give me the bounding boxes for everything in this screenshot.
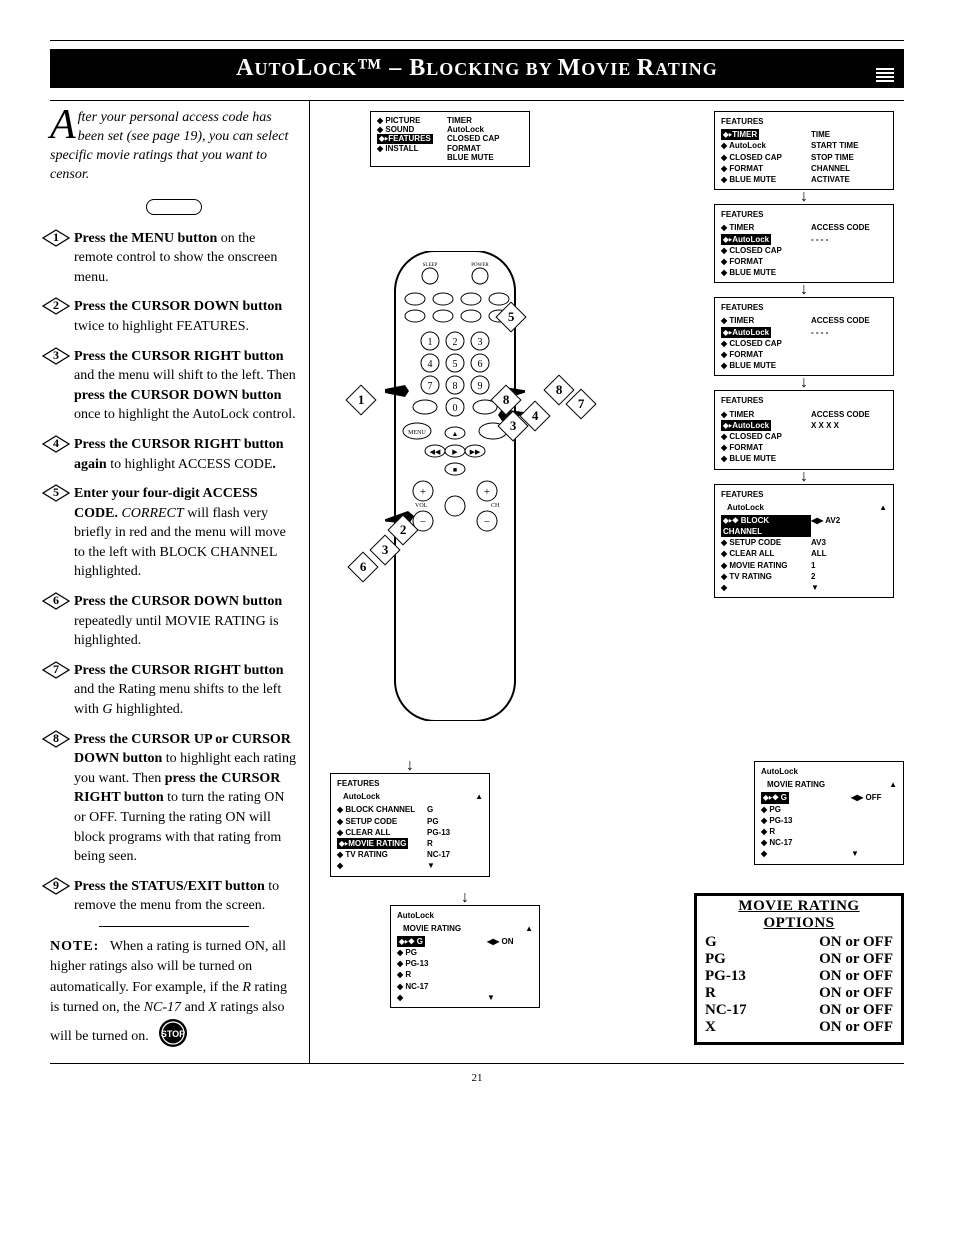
svg-text:+: + (420, 486, 426, 498)
svg-text:8: 8 (453, 381, 458, 392)
callout-6: 6 (347, 551, 378, 582)
menu-screen-main: ◆ PICTURETIMER◆ SOUNDAutoLock⬥▸FEATURESC… (370, 111, 530, 167)
svg-text:5: 5 (453, 359, 458, 370)
step-5: 5Enter your four-digit ACCESS CODE. CORR… (50, 484, 297, 582)
callout-1: 1 (345, 384, 376, 415)
menu-screen-step-2: FEATURES◆ TIMERACCESS CODE⬥▸AutoLock- - … (714, 204, 894, 283)
page-header: AUTOLOCK™ – BLOCKING BY MOVIE RATING (50, 49, 904, 88)
menu-screen-step-5: FEATURESAutoLock▲⬥▸◆ BLOCK CHANNEL◀▶ AV2… (714, 484, 894, 599)
svg-text:+: + (484, 486, 490, 498)
svg-text:1: 1 (428, 337, 433, 348)
step-1: 1Press the MENU button on the remote con… (50, 229, 297, 288)
page-number: 21 (50, 1072, 904, 1084)
svg-text:6: 6 (478, 359, 483, 370)
remote-shape-icon (146, 199, 202, 215)
menu-screen-step-4: FEATURES◆ TIMERACCESS CODE⬥▸AutoLockX X … (714, 390, 894, 469)
diagram-column: ◆ PICTURETIMER◆ SOUNDAutoLock⬥▸FEATURESC… (330, 101, 904, 1063)
svg-text:SLEEP: SLEEP (423, 263, 438, 268)
svg-text:▶▶: ▶▶ (470, 448, 481, 456)
svg-text:7: 7 (428, 381, 433, 392)
step-8: 8Press the CURSOR UP or CURSOR DOWN butt… (50, 730, 297, 867)
svg-text:POWER: POWER (471, 263, 489, 268)
step-3: 3Press the CURSOR RIGHT button and the m… (50, 347, 297, 425)
stop-icon: STOP (158, 1018, 188, 1055)
svg-text:0: 0 (453, 403, 458, 414)
lock-icon (871, 50, 899, 95)
step-6: 6Press the CURSOR DOWN button repeatedly… (50, 592, 297, 651)
step-7: 7Press the CURSOR RIGHT button and the R… (50, 661, 297, 720)
intro-text: After your personal access code has been… (50, 109, 297, 185)
movie-rating-options-table: MOVIE RATING OPTIONS GON or OFFPGON or O… (694, 893, 904, 1045)
note-text: NOTE: When a rating is turned ON, all hi… (50, 937, 297, 1055)
svg-text:3: 3 (478, 337, 483, 348)
svg-text:CH: CH (491, 503, 500, 509)
menu-screen-step-1: FEATURES⬥▸TIMERTIME◆ AutoLockSTART TIME◆… (714, 111, 894, 190)
svg-text:9: 9 (478, 381, 483, 392)
svg-text:◀◀: ◀◀ (430, 448, 441, 456)
svg-text:4: 4 (428, 359, 433, 370)
step-2: 2Press the CURSOR DOWN button twice to h… (50, 297, 297, 336)
svg-text:■: ■ (453, 466, 457, 474)
menu-screen-autolock-movie: FEATURESAutoLock▲◆ BLOCK CHANNELG◆ SETUP… (330, 773, 490, 877)
menu-screen-rating-off: AutoLockMOVIE RATING▲⬥▸◆ G◀▶ OFF◆ PG◆ PG… (754, 761, 904, 865)
step-9: 9Press the STATUS/EXIT button to remove … (50, 877, 297, 916)
menu-screen-step-3: FEATURES◆ TIMERACCESS CODE⬥▸AutoLock- - … (714, 297, 894, 376)
instructions-column: After your personal access code has been… (50, 101, 310, 1063)
svg-text:STOP: STOP (161, 1029, 185, 1039)
step-4: 4Press the CURSOR RIGHT button again to … (50, 435, 297, 474)
svg-text:−: − (484, 516, 490, 528)
svg-text:VOL: VOL (415, 503, 428, 509)
svg-text:▶: ▶ (452, 448, 458, 456)
svg-text:2: 2 (453, 337, 458, 348)
svg-text:▲: ▲ (452, 430, 459, 438)
svg-text:−: − (420, 516, 426, 528)
menu-screen-rating-on: AutoLockMOVIE RATING▲⬥▸◆ G◀▶ ON◆ PG◆ PG-… (390, 905, 540, 1009)
svg-text:MENU: MENU (408, 430, 426, 436)
